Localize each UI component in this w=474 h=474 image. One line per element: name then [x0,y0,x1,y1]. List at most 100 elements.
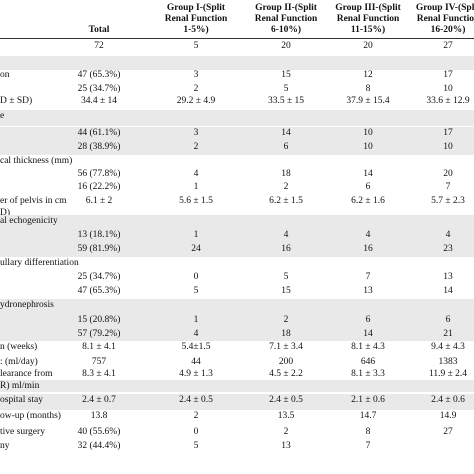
cell-g1: 3 [193,70,199,80]
cell-g4: 21 [443,329,453,339]
cell-g2: 18 [281,329,291,339]
cell-g4: 10 [443,84,453,94]
table-row: tive surgery 40 (55.6%) 0 2 8 27 [0,426,474,440]
cell-g1: 24 [191,244,201,254]
cell-g1: 0 [193,272,199,282]
header-group1-line3: 1-5%) [183,25,209,35]
cell-total: 6.1 ± 2 [85,196,113,206]
row-label: learance from [0,369,53,379]
table-row: 16 (22.2%) 1 2 6 7 [0,181,474,194]
cell-total: 8.3 ± 4.1 [82,369,116,379]
cell-g1: 5 [193,441,199,451]
cell-g1: 1 [193,315,199,325]
cell-g3: 10 [363,142,373,152]
cell-g2: 7.1 ± 3.4 [269,342,303,352]
cell-total: 28 (38.9%) [77,142,121,152]
cell-g3: 4 [365,230,371,240]
cell-g3: 12 [363,70,373,80]
cell-total: 13 (18.1%) [77,230,121,240]
cell-g2: 20 [281,41,291,51]
cell-g2: 2 [283,427,289,437]
row-label: : (ml/day) [0,357,38,367]
cell-g2: 2 [283,315,289,325]
cell-g3: 8 [365,427,371,437]
cell-g4: 2.4 ± 0.6 [431,395,465,405]
cell-total: 13.8 [90,411,108,421]
cell-g3: 6 [365,315,371,325]
table-row: 44 (61.1%) 3 14 10 17 [0,127,474,141]
row-label: D ± SD) [0,96,33,106]
cell-g2: 14 [281,128,291,138]
table-row: 57 (79.2%) 4 18 14 21 [0,328,474,341]
table-row: 25 (34.7%) 0 5 7 13 [0,271,474,285]
table-header: Total Group I-(Split Renal Function 1-5%… [0,0,474,38]
cell-g2: 5 [283,84,289,94]
cell-g1: 5.6 ± 1.5 [179,196,213,206]
header-group4-line3: 16-20%) [430,25,466,35]
cell-g4: 7 [445,182,451,192]
cell-g3: 8.1 ± 3.3 [351,369,385,379]
cell-g2: 13.5 [277,411,295,421]
cell-g4: 17 [443,70,453,80]
cell-g3: 2.1 ± 0.6 [351,395,385,405]
table-row: 59 (81.9%) 24 16 16 23 [0,243,474,257]
cell-g2: 2 [283,182,289,192]
table-row: al echogenicity [0,215,474,229]
cell-total: 15 (20.8%) [77,315,121,325]
cell-g3: 13 [363,286,373,296]
cell-g1: 4.9 ± 1.3 [179,369,213,379]
cell-g3: 14 [363,329,373,339]
cell-g4: 13 [443,272,453,282]
cell-g1: 4 [193,169,199,179]
table-row: 15 (20.8%) 1 2 6 6 [0,314,474,328]
header-group3-line1: Group III-(Split [335,3,401,13]
row-label: ydronephrosis [0,300,54,310]
cell-g4: 14 [443,286,453,296]
table-row: er of pelvis in cm 6.1 ± 2 5.6 ± 1.5 6.2 ± … [0,195,474,208]
row-label: on [0,70,10,80]
cell-g3: 8 [365,84,371,94]
table-row: D ± SD) 34.4 ± 14 29.2 ± 4.9 33.5 ± 15 37.9 … [0,95,474,109]
cell-g1: 2 [193,142,199,152]
cell-total: 47 (65.3%) [77,70,121,80]
header-group2-line2: Renal Function [254,14,318,24]
cell-g3: 14.7 [359,411,377,421]
header-group3-line2: Renal Function [336,14,400,24]
cell-g1: 1 [193,230,199,240]
header-group2-line1: Group II-(Split [255,3,317,13]
cell-g1: 29.2 ± 4.9 [176,96,216,106]
table-row: 28 (38.9%) 2 6 10 10 [0,141,474,155]
table-row: ullary differentiation [0,257,474,271]
row-label: tive surgery [0,427,45,437]
cell-g3: 8.1 ± 4.3 [351,342,385,352]
table-row: ospital stay 2.4 ± 0.7 2.4 ± 0.5 2.4 ± 0.5 2… [0,394,474,410]
row-label: e [0,111,5,121]
row-label: R) ml/min [0,381,40,391]
cell-total: 56 (77.8%) [77,169,121,179]
table-row: 25 (34.7%) 2 5 8 10 [0,83,474,96]
table-row: 47 (65.3%) 5 15 13 14 [0,285,474,299]
cell-g4: 27 [443,41,453,51]
row-label: ullary differentiation [0,258,79,268]
cell-g1: 5 [193,41,199,51]
cell-g1: 2 [193,411,199,421]
cell-g4: 17 [443,128,453,138]
table-row: 72 5 20 20 27 [0,40,474,54]
cell-total: 47 (65.3%) [77,286,121,296]
row-label: cal thickness (mm) [0,156,73,166]
cell-g2: 33.5 ± 15 [267,96,305,106]
table-row: R) ml/min [0,380,474,392]
row-label: ny [0,441,10,451]
cell-g2: 4 [283,230,289,240]
table-row: e [0,110,474,126]
cell-g4: 27 [443,427,453,437]
cell-g2: 13 [281,441,291,451]
row-label: D) [0,208,11,218]
cell-g4: 11.9 ± 2.4 [428,369,468,379]
header-group3-line3: 11-15%) [350,25,386,35]
cell-g4: 20 [443,169,453,179]
cell-g1: 1 [193,182,199,192]
cell-g4: 5.7 ± 2.3 [431,196,465,206]
table-row: on 47 (65.3%) 3 15 12 17 [0,69,474,82]
cell-g2: 2.4 ± 0.5 [269,395,303,405]
